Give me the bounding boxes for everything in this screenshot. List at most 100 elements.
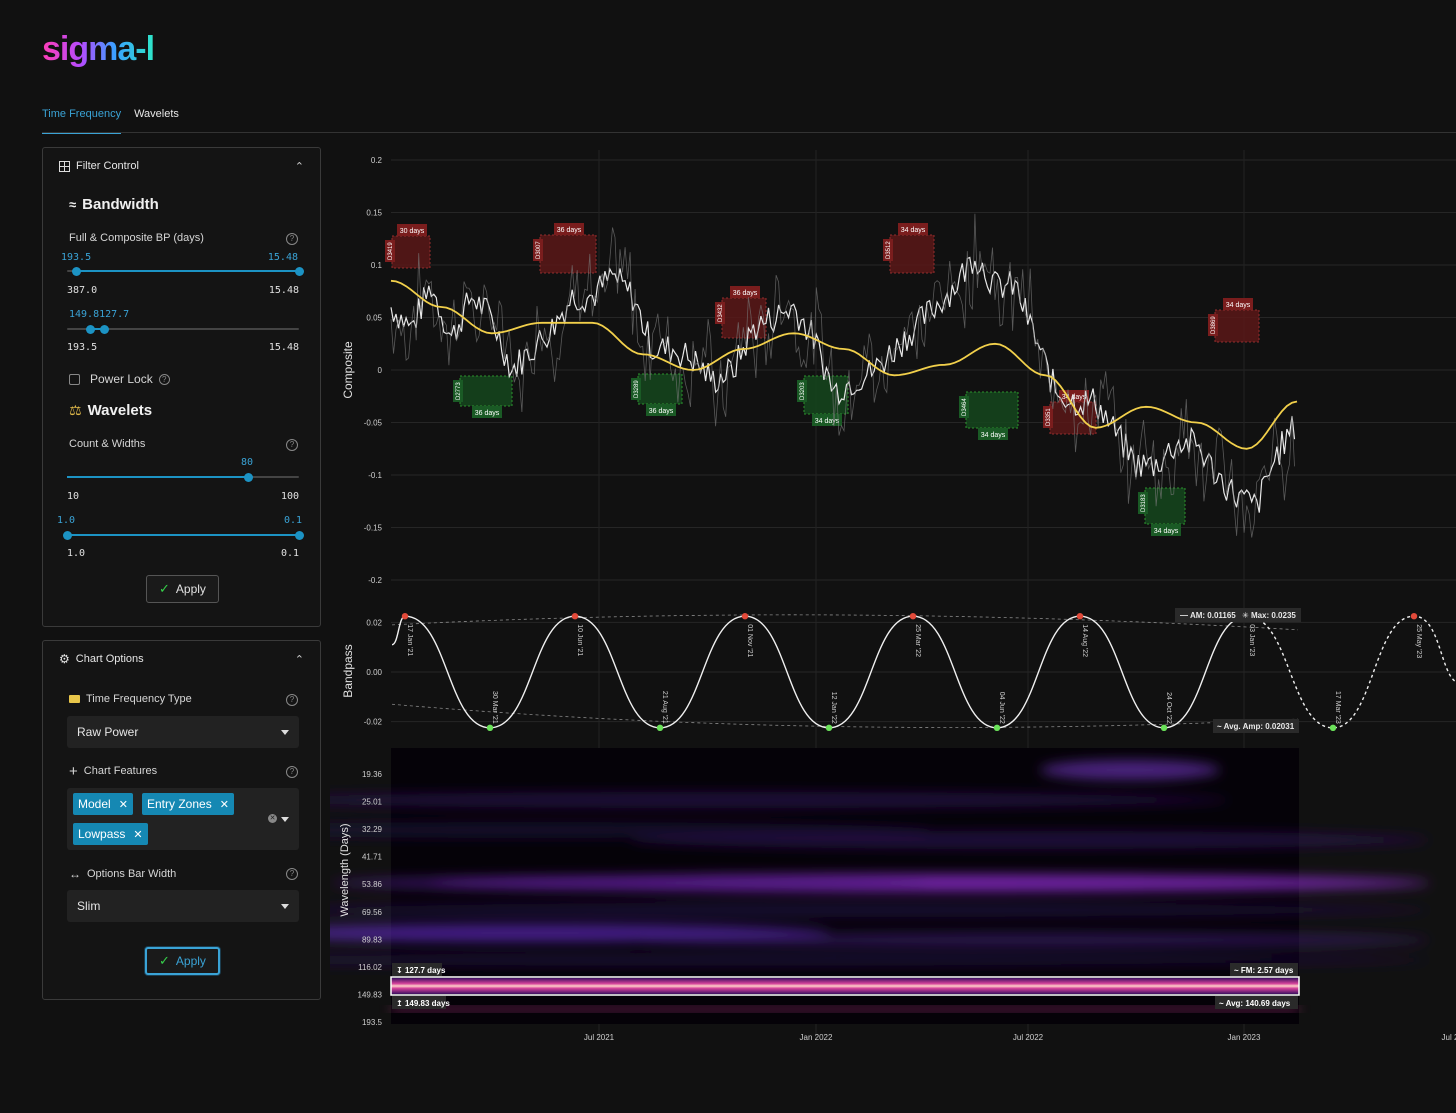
entry-zone-label: 34 days xyxy=(901,227,926,234)
help-icon[interactable]: ? xyxy=(286,439,298,451)
widths-slider[interactable] xyxy=(63,528,304,542)
tab-wavelets[interactable]: Wavelets xyxy=(134,108,179,120)
help-icon[interactable]: ? xyxy=(286,868,298,880)
peak-marker xyxy=(1410,613,1418,620)
chevron-down-icon xyxy=(281,729,289,735)
chart-area: 30 days D3419 36 days D2773 36 days D3007 36 d… xyxy=(30,140,1456,1060)
y-tick-label: 0.00 xyxy=(366,668,382,677)
cycle-date-label: 17 Mar '23 xyxy=(1334,691,1341,724)
help-icon[interactable]: ? xyxy=(158,373,170,385)
svg-text:~ Avg. Amp: 0.02031: ~ Avg. Amp: 0.02031 xyxy=(1217,722,1295,731)
y-tick-label: -0.05 xyxy=(364,419,383,428)
slider3-handle[interactable] xyxy=(243,473,253,482)
bandpass-axis-label: Bandpass xyxy=(341,644,355,697)
slider2-range: 193.5 15.48 xyxy=(67,342,299,353)
close-icon[interactable]: ✕ xyxy=(133,828,143,841)
chart-options-panel: ⚙ Chart Options ⌃ Time Frequency Type ? … xyxy=(42,640,321,1000)
close-icon[interactable]: ✕ xyxy=(219,798,229,811)
filter-apply-button[interactable]: ✓ Apply xyxy=(146,575,219,603)
slider4-low-handle[interactable] xyxy=(63,531,72,540)
cycle-date-label: 30 Mar '21 xyxy=(491,691,498,724)
y-tick-label: 116.02 xyxy=(358,963,382,972)
max-label: ✳ Max: 0.0235 xyxy=(1242,611,1296,620)
entry-zone-badge xyxy=(1223,298,1253,310)
chart-features-label: + Chart Features xyxy=(69,762,158,780)
entry-zone-box xyxy=(637,373,683,405)
feature-chip-lowpass[interactable]: Lowpass ✕ xyxy=(73,823,148,845)
y-tick-label: 0.02 xyxy=(366,618,382,627)
heatmap-blob xyxy=(630,831,1430,849)
bandpass-envelope-top xyxy=(391,614,1299,631)
x-tick-label: Jul 2022 xyxy=(1013,1033,1044,1042)
count-widths-label: Count & Widths xyxy=(69,438,146,450)
x-tick-label: Jan 2023 xyxy=(1228,1033,1261,1042)
entry-zone-code: D3183 xyxy=(1141,494,1147,512)
chevron-up-icon[interactable]: ⌃ xyxy=(294,160,304,173)
composite-envelope-line xyxy=(390,213,1295,538)
slider4-high-handle[interactable] xyxy=(295,531,304,540)
tf-type-select[interactable]: Raw Power xyxy=(67,716,299,748)
tab-divider xyxy=(42,132,1456,133)
entry-zone-code-badge xyxy=(533,239,543,261)
close-icon[interactable]: ✕ xyxy=(118,798,128,811)
feature-chip-entry-zones[interactable]: Entry Zones ✕ xyxy=(142,793,234,815)
power-lock-checkbox[interactable] xyxy=(69,373,80,385)
help-icon[interactable]: ? xyxy=(286,694,298,706)
slider3-tip: 80 xyxy=(241,457,254,468)
chart-options-header[interactable]: ⚙ Chart Options ⌃ xyxy=(43,641,320,677)
cycle-date-label: 25 May '23 xyxy=(1415,624,1422,658)
filter-control-title: Filter Control xyxy=(76,160,139,172)
bp-range-slider[interactable] xyxy=(67,264,304,278)
feature-chip-model[interactable]: Model ✕ xyxy=(73,793,133,815)
cycle-date-label: 14 Aug '22 xyxy=(1081,624,1088,657)
filter-control-header[interactable]: Filter Control ⌃ xyxy=(43,148,320,184)
entry-zone-code: D2773 xyxy=(456,382,462,400)
svg-text:~ Avg: 140.69 days: ~ Avg: 140.69 days xyxy=(1219,999,1291,1008)
heatmap-blob xyxy=(230,792,1230,808)
chart-options-apply-button[interactable]: ✓ Apply xyxy=(145,947,220,975)
trough-marker xyxy=(656,724,664,731)
slider1-high-handle[interactable] xyxy=(295,267,304,276)
chart-features-multiselect[interactable]: Model ✕ Entry Zones ✕ Lowpass ✕ ✕ xyxy=(67,788,299,850)
entry-zone-code: D3203 xyxy=(800,382,806,400)
y-tick-label: -0.1 xyxy=(368,471,382,480)
entry-zone-code-badge xyxy=(453,380,463,402)
cycle-date-label: 10 Jun '21 xyxy=(576,624,583,656)
entry-zone-box xyxy=(965,391,1019,429)
entry-zone-box xyxy=(459,375,513,407)
heatmap-blobs xyxy=(30,760,1430,966)
help-icon[interactable]: ? xyxy=(286,766,298,778)
chevron-up-icon[interactable]: ⌃ xyxy=(294,653,304,666)
svg-text:↧ 127.7 days: ↧ 127.7 days xyxy=(396,966,446,975)
slider2-low-handle[interactable] xyxy=(86,325,96,334)
slider1-low-handle[interactable] xyxy=(72,267,82,276)
entry-zone-badge xyxy=(1059,390,1089,402)
slider4-high-tip: 0.1 xyxy=(283,515,302,526)
entry-zone-badge xyxy=(730,286,760,298)
am-label: — AM: 0.01165 xyxy=(1180,611,1236,620)
heatmap-dominant-band xyxy=(391,978,1299,994)
entry-zone-code-badge xyxy=(385,240,395,262)
tab-time-frequency[interactable]: Time Frequency xyxy=(42,108,122,134)
entry-zone-box xyxy=(1144,487,1186,525)
y-tick-label: 25.01 xyxy=(362,798,383,807)
y-tick-label: -0.15 xyxy=(364,524,383,533)
count-slider[interactable] xyxy=(67,470,299,484)
composite-range-slider[interactable] xyxy=(67,322,299,336)
slider4-low-tip: 1.0 xyxy=(57,515,76,526)
waves-icon: ≈ xyxy=(69,197,77,212)
slider2-high-handle[interactable] xyxy=(100,325,110,334)
heatmap-blob xyxy=(230,903,1430,917)
y-tick-label: 0 xyxy=(378,366,383,375)
bar-width-select[interactable]: Slim xyxy=(67,890,299,922)
entry-zone-code-badge xyxy=(1208,314,1218,336)
power-lock-row[interactable]: Power Lock ? xyxy=(69,372,170,386)
cycle-date-label: 25 Mar '22 xyxy=(914,624,921,657)
entry-zone-code-badge xyxy=(1138,492,1148,514)
peak-marker xyxy=(1076,613,1084,620)
help-icon[interactable]: ? xyxy=(286,233,298,245)
peak-marker xyxy=(401,613,409,620)
clear-icon[interactable]: ✕ xyxy=(268,814,277,823)
entry-zone-code-badge xyxy=(1043,406,1053,428)
chevron-down-icon[interactable] xyxy=(281,817,289,822)
